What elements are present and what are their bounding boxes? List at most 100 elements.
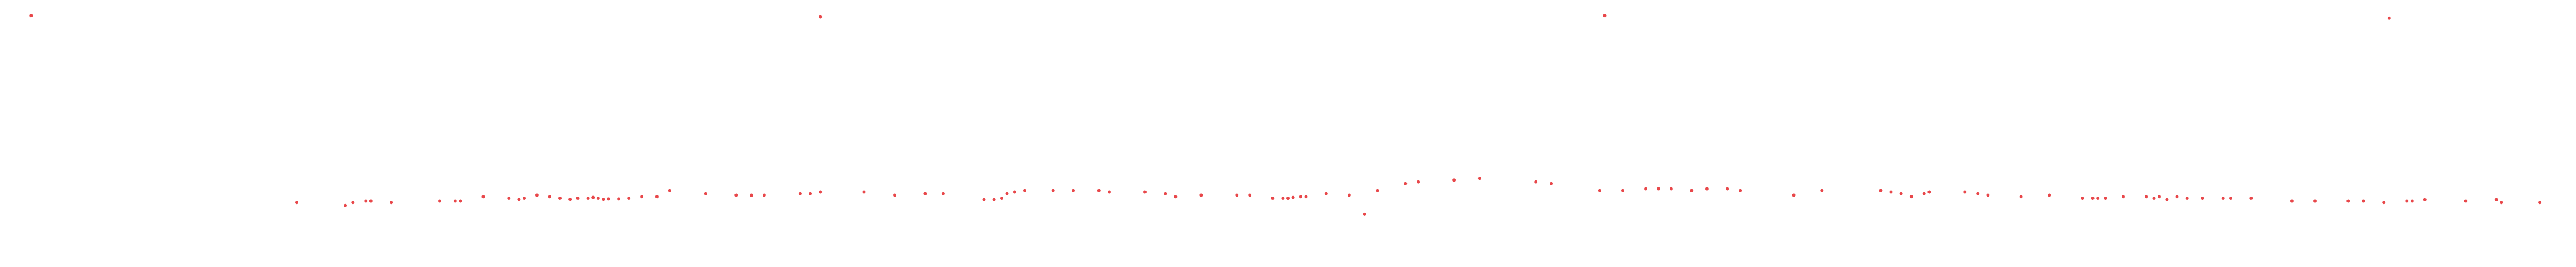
data-point: [576, 197, 580, 200]
data-point: [568, 198, 572, 201]
data-point: [809, 192, 812, 195]
data-point: [548, 195, 551, 199]
data-point: [1452, 178, 1456, 182]
data-point: [523, 197, 526, 200]
data-point: [1271, 197, 1275, 200]
data-point: [2382, 201, 2386, 205]
data-point: [734, 193, 738, 197]
data-point: [2500, 201, 2503, 205]
data-point: [893, 193, 896, 197]
data-point: [1477, 177, 1481, 180]
data-point: [2423, 198, 2427, 201]
data-point: [1726, 187, 1729, 191]
data-point: [517, 198, 521, 201]
data-point: [602, 198, 605, 201]
data-point: [1621, 189, 1624, 192]
data-point: [2346, 199, 2350, 203]
data-point: [1051, 189, 1055, 192]
data-point: [2081, 197, 2084, 200]
data-point: [1174, 195, 1178, 199]
data-point: [1199, 193, 1203, 197]
data-point: [438, 199, 441, 203]
data-point: [1235, 193, 1239, 197]
data-point: [2221, 197, 2225, 200]
data-point: [862, 190, 866, 194]
data-point: [704, 192, 707, 195]
data-point: [1164, 192, 1167, 195]
data-point: [2249, 197, 2253, 200]
data-point: [2201, 197, 2204, 200]
data-point: [1376, 189, 1379, 192]
data-point: [1299, 195, 1302, 199]
data-point: [1072, 189, 1075, 192]
data-point: [351, 201, 355, 205]
data-point: [1404, 182, 1408, 185]
data-point: [1097, 189, 1101, 192]
data-point: [2019, 195, 2023, 199]
data-point: [1669, 187, 1673, 191]
data-point: [798, 192, 802, 195]
data-point: [1927, 190, 1931, 194]
data-point: [591, 195, 595, 199]
data-point: [1739, 189, 1742, 192]
data-point: [992, 198, 996, 201]
data-point: [1013, 190, 1016, 194]
data-point: [1363, 212, 1366, 216]
data-point: [2185, 197, 2189, 200]
data-point: [627, 197, 631, 200]
data-point: [1963, 190, 1967, 194]
data-point: [1644, 187, 1647, 191]
outlier-point: [29, 14, 33, 18]
data-point: [668, 189, 671, 192]
data-point: [1108, 190, 1111, 194]
data-point: [749, 193, 753, 197]
data-point: [1248, 193, 1252, 197]
data-point: [1690, 189, 1694, 192]
data-point: [1005, 192, 1009, 195]
data-point: [1281, 197, 1285, 200]
data-point: [655, 195, 659, 199]
data-point: [1705, 187, 1709, 191]
data-point: [2464, 199, 2468, 203]
data-point: [1657, 187, 1660, 191]
data-point: [2494, 198, 2498, 201]
data-point: [2538, 201, 2542, 205]
data-point: [1417, 180, 1420, 184]
data-point: [459, 199, 462, 203]
data-point: [2152, 197, 2156, 200]
data-point: [923, 192, 927, 195]
data-point: [558, 197, 562, 200]
data-point: [1550, 182, 1553, 185]
data-point: [982, 198, 986, 201]
outlier-point: [1603, 14, 1607, 18]
data-point: [390, 201, 393, 205]
data-point: [2096, 197, 2100, 200]
data-point: [2313, 199, 2317, 203]
outlier-point: [2387, 16, 2391, 20]
data-point: [2158, 195, 2161, 199]
data-point: [1909, 195, 1913, 199]
data-point: [1286, 197, 1290, 200]
data-point: [369, 199, 373, 203]
data-point: [2229, 197, 2232, 200]
data-point: [2175, 195, 2179, 199]
data-point: [295, 201, 298, 205]
data-point: [1820, 189, 1824, 192]
data-point: [1347, 193, 1351, 197]
data-point: [2091, 197, 2095, 200]
data-point: [1899, 192, 1903, 195]
outlier-point: [819, 15, 823, 19]
data-point: [1976, 192, 1980, 195]
data-point: [2048, 193, 2051, 197]
data-point: [1986, 193, 1990, 197]
data-point: [1291, 195, 1295, 199]
data-point: [1304, 195, 1308, 199]
data-point: [535, 193, 539, 197]
data-point: [606, 197, 610, 201]
data-point: [1324, 192, 1328, 195]
data-point: [2405, 199, 2409, 203]
data-point: [2165, 198, 2169, 201]
data-point: [453, 199, 457, 203]
data-point: [344, 203, 347, 207]
